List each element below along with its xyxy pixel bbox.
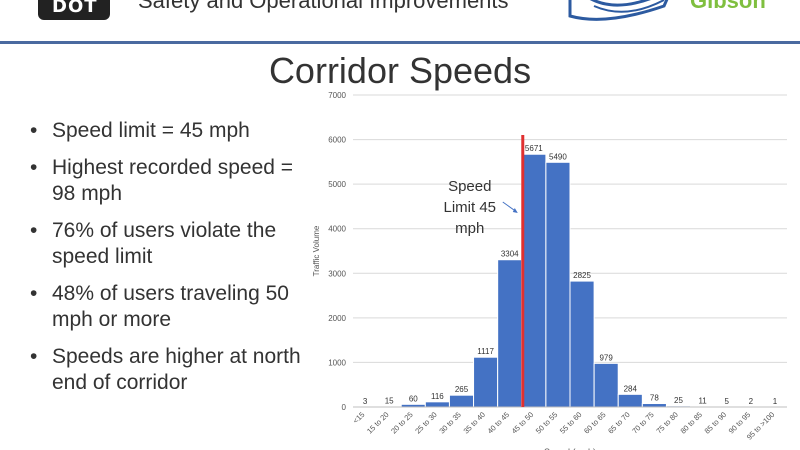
y-tick-label: 6000 (328, 136, 346, 145)
wave-logo (568, 0, 669, 21)
data-label: 979 (599, 353, 613, 362)
x-tick-label: 45 to 50 (510, 410, 536, 436)
x-tick-label: 40 to 45 (486, 410, 512, 436)
partner-logo: Gibson (690, 0, 766, 13)
x-axis-label: Speed (mph) (544, 447, 596, 450)
data-label: 78 (650, 394, 659, 403)
data-label: 60 (409, 394, 418, 403)
y-tick-label: 2000 (328, 314, 346, 323)
bar (424, 401, 450, 408)
data-label: 1 (773, 397, 778, 406)
x-tick-label: 35 to 40 (461, 410, 487, 436)
y-axis-label: Traffic Volume (312, 225, 321, 276)
bar (593, 362, 619, 408)
x-tick-label: 60 to 65 (582, 410, 608, 436)
data-label: 15 (385, 396, 394, 405)
data-label: 3304 (501, 250, 519, 259)
header-divider (0, 41, 800, 44)
slide-header: DOT Safety and Operational Improvements … (0, 0, 800, 42)
bar (497, 259, 523, 408)
bullet-item: Highest recorded speed = 98 mph (28, 155, 308, 207)
bullet-list: Speed limit = 45 mph Highest recorded sp… (28, 118, 308, 407)
header-title: Safety and Operational Improvements (138, 0, 509, 13)
annotation-text: Limit 45 (444, 199, 497, 216)
y-tick-label: 1000 (328, 358, 346, 367)
slide-title: Corridor Speeds (268, 50, 532, 91)
bar (448, 394, 475, 408)
bar (473, 356, 499, 408)
x-tick-label: 80 to 85 (678, 410, 704, 436)
x-tick-label: 15 to 20 (365, 410, 391, 436)
x-tick-label: 75 to 80 (654, 410, 680, 436)
data-label: 3 (363, 397, 368, 406)
bullet-item: Speeds are higher at north end of corrid… (28, 344, 308, 396)
y-tick-label: 5000 (328, 180, 346, 189)
bar (521, 153, 547, 408)
x-tick-label: 85 to 90 (703, 410, 729, 436)
x-tick-label: <15 (351, 410, 366, 425)
annotation-arrowhead (512, 208, 518, 213)
dot-logo-text: DOT (52, 0, 98, 17)
x-tick-label: 20 to 25 (389, 410, 415, 436)
data-label: 5 (724, 397, 729, 406)
x-tick-label: 55 to 60 (558, 410, 584, 436)
bar (617, 393, 643, 408)
annotation-text: Speed (448, 178, 491, 195)
y-tick-label: 3000 (328, 269, 346, 278)
annotation-text: mph (455, 220, 484, 237)
speed-histogram: 0 1000 2000 3000 4000 5000 6000 7000 Traffic Vol… (312, 91, 788, 450)
data-label: 1117 (477, 347, 494, 356)
bullet-item: 48% of users traveling 50 mph or more (28, 281, 308, 333)
data-label: 5671 (525, 144, 543, 153)
y-tick-label: 0 (342, 403, 347, 412)
data-label: 2 (749, 397, 754, 406)
data-label: 284 (624, 384, 638, 393)
bar (569, 280, 595, 408)
bullet-item: 76% of users violate the speed limit (28, 218, 308, 270)
x-tick-label: 50 to 55 (534, 410, 560, 436)
x-tick-label: 65 to 70 (606, 410, 632, 436)
bar (641, 403, 667, 408)
data-label: 116 (431, 392, 444, 401)
data-label: 2825 (573, 271, 591, 280)
data-label: 11 (698, 397, 707, 406)
x-tick-label: 30 to 35 (437, 410, 463, 436)
data-label: 25 (674, 396, 683, 405)
dot-logo: DOT (38, 0, 110, 20)
bar (545, 161, 571, 408)
bullet-item: Speed limit = 45 mph (28, 118, 308, 144)
x-tick-label: 70 to 75 (630, 410, 656, 436)
y-tick-label: 4000 (328, 225, 346, 234)
y-tick-label: 7000 (328, 91, 346, 100)
data-label: 265 (455, 385, 469, 394)
data-label: 5490 (549, 152, 567, 161)
x-tick-label: 25 to 30 (413, 410, 439, 436)
